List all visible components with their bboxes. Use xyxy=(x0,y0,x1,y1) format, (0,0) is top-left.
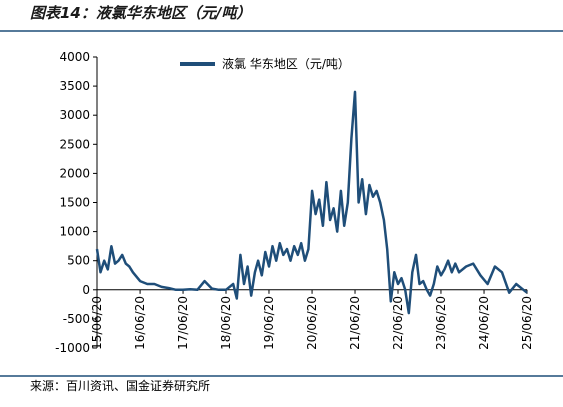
x-tick-label: 17/06/20 xyxy=(176,296,190,350)
y-tick-label: -1000 xyxy=(55,341,90,355)
x-tick-label: 25/06/20 xyxy=(520,296,534,350)
y-tick-label: 2000 xyxy=(59,166,90,180)
x-tick-label: 16/06/20 xyxy=(133,296,147,350)
x-tick-label: 19/06/20 xyxy=(262,296,276,350)
y-tick-label: 0 xyxy=(82,283,90,297)
y-tick-label: 1000 xyxy=(59,225,90,239)
x-tick-label: 21/06/20 xyxy=(348,296,362,350)
y-tick-label: 500 xyxy=(67,254,90,268)
x-tick-label: 15/06/20 xyxy=(90,296,104,350)
chart-title: 图表14：液氯华东地区（元/吨） xyxy=(30,4,251,22)
x-tick-label: 24/06/20 xyxy=(477,296,491,350)
x-tick-label: 22/06/20 xyxy=(391,296,405,350)
y-tick-label: 2500 xyxy=(59,137,90,151)
y-tick-label: 4000 xyxy=(59,50,90,64)
source: 来源：百川资讯、国金证券研究所 xyxy=(30,378,210,393)
y-tick-label: -500 xyxy=(63,312,90,326)
x-tick-label: 18/06/20 xyxy=(219,296,233,350)
x-tick-label: 23/06/20 xyxy=(434,296,448,350)
y-tick-label: 3500 xyxy=(59,79,90,93)
line xyxy=(95,90,528,315)
x-tick-label: 20/06/20 xyxy=(305,296,319,350)
y-tick-label: 1500 xyxy=(59,196,90,210)
legend-label: 液氯 华东地区（元/吨） xyxy=(222,56,350,71)
y-tick-label: 3000 xyxy=(59,108,90,122)
